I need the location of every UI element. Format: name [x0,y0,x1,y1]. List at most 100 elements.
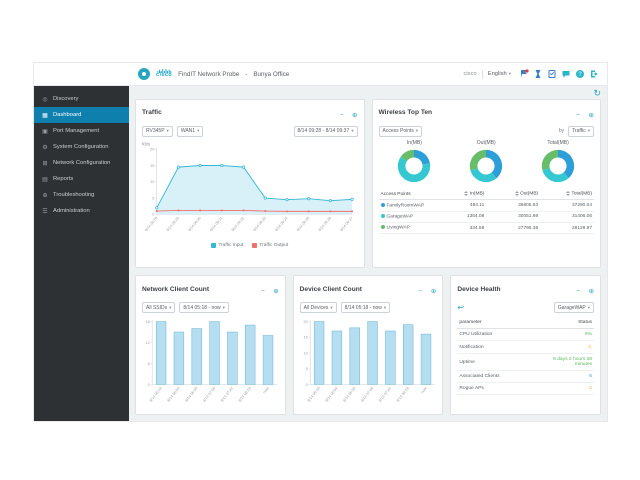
svg-text:0: 0 [305,382,308,387]
chevron-down-icon: ▾ [169,304,172,310]
notifications-flag-icon[interactable] [519,69,529,79]
device-clients-range-select[interactable]: 8/14 05:18 - now ▾ [340,302,391,313]
jobs-icon[interactable] [547,69,557,79]
dashboard-icon: ▦ [42,112,48,119]
wireless-metric-select[interactable]: Traffic ▾ [568,125,594,137]
sidebar-item-administration[interactable]: ☰ Administration [34,203,129,219]
sidebar-item-system-configuration[interactable]: ⚙ System Configuration [34,139,129,155]
pending-activity-icon[interactable] [533,69,543,79]
sort-icon [514,191,519,196]
svg-text:18: 18 [145,319,150,324]
header-icon-bar: ? [519,69,599,79]
svg-text:8/14 07:06: 8/14 07:06 [360,386,374,402]
ap-name-cell: GarageWAP [378,211,433,223]
svg-text:8/14 05:18: 8/14 05:18 [306,386,320,402]
device-select[interactable]: All Devices ▾ [299,302,337,313]
value-cell: 1354.08 [432,211,487,223]
traffic-title: Traffic [142,109,162,117]
sidebar-item-troubleshooting[interactable]: ⊕ Troubleshooting [34,187,129,203]
sidebar-item-label: Port Management [53,128,100,134]
table-row[interactable]: LivingWAP 334.59 27795.38 28129.97 [378,222,594,235]
probe-menu-button[interactable] [138,68,150,80]
legend-traffic-input: Traffic Input [211,242,243,248]
svg-text:8/14 08:18: 8/14 08:18 [396,386,410,402]
refresh-icon[interactable]: ↻ [593,87,601,98]
health-device-select[interactable]: GarageWAP ▾ [553,302,595,313]
traffic-range-select[interactable]: 8/14 09:28 - 8/14 09:37 ▾ [293,125,358,137]
sidebar-item-dashboard[interactable]: ▦ Dashboard [34,107,129,123]
svg-text:15: 15 [150,163,154,168]
col-header-total-mb[interactable]: Total(MB) [540,188,594,201]
value-cell: 37290.04 [540,199,594,212]
sidebar-item-port-management[interactable]: ▣ Port Management [34,123,129,139]
table-row[interactable]: FamilyRoomWAP 484.11 36805.93 37290.04 [378,199,594,212]
health-row-notification: Notification ⚠ [457,340,595,354]
minimize-icon[interactable]: − [339,111,344,119]
value-cell: 28129.97 [540,222,594,235]
header-left: cisco FindIT Network Probe - Bunya Offic… [138,68,289,80]
wireless-widget-header: Wireless Top Ten − ⊕ [373,100,601,124]
svg-text:8/14 07:42: 8/14 07:42 [220,386,234,402]
device-value: All Devices [303,304,329,311]
feedback-icon[interactable]: ? [575,69,585,79]
chevron-down-icon: ▾ [166,128,169,134]
traffic-widget: Traffic − ⊕ RV345P ▾ WAN1 ▾ 8/14 09:28 - 8… [135,98,365,268]
header-right: cisco English ▾ ? [464,69,600,79]
svg-text:8/14 09:31: 8/14 09:31 [209,216,223,232]
svg-text:8/14 05:54: 8/14 05:54 [167,386,181,402]
ap-name-cell: FamilyRoomWAP [378,199,433,212]
device-health-title: Device Health [457,285,501,293]
status-cell: 2 [536,382,595,395]
status-cell: 6 days 2 hours 28 minutes [536,353,595,371]
language-selector[interactable]: English ▾ [488,71,511,77]
system-icon: ⚙ [42,144,48,151]
expand-icon[interactable]: ⊕ [588,288,595,295]
device-clients-header: Device Client Count − ⊕ [294,276,443,300]
sidebar-item-network-configuration[interactable]: ⊞ Network Configuration [34,155,129,171]
expand-icon[interactable]: ⊕ [430,288,437,295]
svg-text:10: 10 [303,350,308,355]
logout-icon[interactable] [589,69,599,79]
back-icon[interactable]: ↩ [457,302,465,312]
svg-text:Kb/s: Kb/s [142,141,150,146]
donut-out-mb: Out(MB) [467,140,505,185]
wireless-donut-charts: In(MB) Out(MB) Total(MB) [373,139,601,187]
wireless-group-select[interactable]: Access Points ▾ [378,125,423,137]
device-client-bar-chart: 0 5 10 15 20 8/14 05:18 8/14 05:54 8/14 06:30 8/… [303,319,435,403]
sidebar-item-discovery[interactable]: ◎ Discovery [34,91,129,107]
health-row-rogue-aps: Rogue APs 2 [457,382,595,395]
traffic-interface-select[interactable]: WAN1 ▾ [176,125,204,137]
site-name[interactable]: Bunya Office [253,70,290,78]
discovery-icon: ◎ [42,96,48,103]
traffic-device-value: RV345P [146,128,165,135]
sidebar-item-label: Troubleshooting [53,192,95,198]
svg-text:8/14 06:30: 8/14 06:30 [342,386,356,402]
expand-icon[interactable]: ⊕ [588,111,594,119]
chat-icon[interactable] [561,69,571,79]
app-header: cisco FindIT Network Probe - Bunya Offic… [34,63,607,86]
col-header-in-mb[interactable]: In(MB) [432,188,487,201]
network-client-count-widget: Network Client Count − ⊕ All SSIDs ▾ 8/14… [135,275,286,415]
ssid-select[interactable]: All SSIDs ▾ [142,302,176,313]
traffic-device-select[interactable]: RV345P ▾ [142,125,173,137]
minimize-icon[interactable]: − [260,288,265,295]
network-clients-range-select[interactable]: 8/14 05:18 - now ▾ [179,302,229,313]
parameter-cell: CPU Utilization [457,328,537,341]
sidebar-item-reports[interactable]: ▤ Reports [34,171,129,187]
wireless-group-value: Access Points [382,128,414,135]
donut-in-mb: In(MB) [395,140,433,185]
network-icon: ⊞ [42,160,48,167]
col-header-out-mb[interactable]: Out(MB) [486,188,541,201]
svg-text:now: now [420,386,428,394]
title-separator: - [245,70,248,78]
value-cell: 484.11 [432,199,487,212]
table-row[interactable]: GarageWAP 1354.08 30051.98 31406.06 [378,211,594,223]
expand-icon[interactable]: ⊕ [352,111,358,119]
traffic-legend: Traffic Input Traffic Output [136,242,364,248]
minimize-icon[interactable]: − [418,288,423,295]
expand-icon[interactable]: ⊕ [273,288,279,295]
minimize-icon[interactable]: − [576,111,581,119]
minimize-icon[interactable]: − [576,288,581,295]
status-cell: ⚠ [536,340,595,354]
parameter-cell: Uptime [457,353,537,371]
